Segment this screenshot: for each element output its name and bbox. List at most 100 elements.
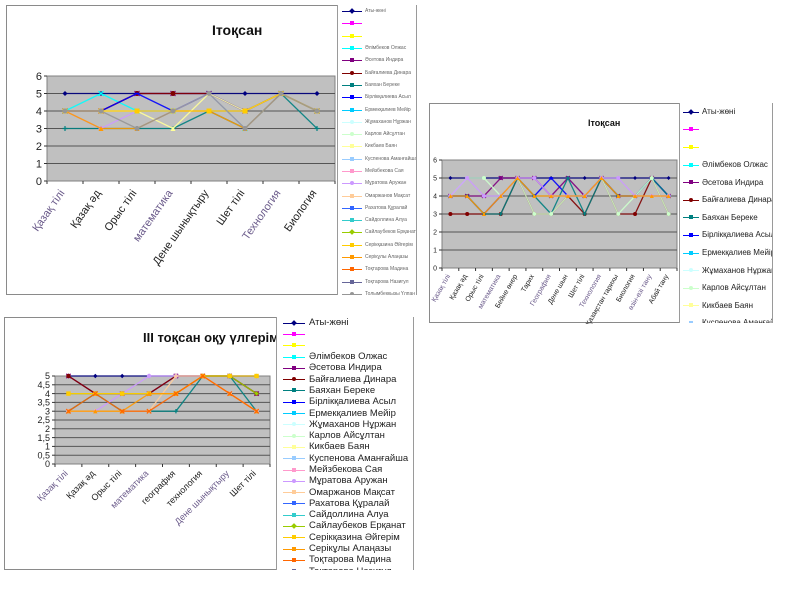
data-point — [549, 177, 554, 179]
data-point — [146, 391, 152, 396]
data-point — [92, 390, 98, 397]
legend-swatch-icon — [283, 511, 305, 519]
legend-label: Сайлаубеков Ерқанат — [365, 229, 416, 236]
y-tick-label: 2,5 — [37, 415, 50, 425]
legend-item: Аты-жөні — [680, 103, 772, 121]
legend-label: Сайлаубеков Ерқанат — [309, 520, 406, 532]
legend-label: Мұратова Аружан — [309, 475, 388, 487]
data-point — [481, 212, 486, 216]
legend-label: Серікқазина Әйгерім — [365, 241, 413, 248]
legend-label: Бірлікқалиева Асыл — [702, 230, 773, 240]
data-point — [448, 194, 453, 198]
legend-label: Ермекқалиев Мейір — [365, 106, 411, 113]
legend-label: Жұмаханов Нұржан — [365, 118, 411, 125]
legend-item: Сайдоллина Алуа — [277, 509, 413, 520]
legend-label: Сайдоллина Алуа — [365, 217, 407, 224]
y-tick-label: 4,5 — [37, 380, 50, 390]
y-tick-label: 6 — [433, 157, 437, 164]
legend-item: Байғалиева Динара — [338, 66, 416, 78]
y-tick-label: 1 — [433, 247, 437, 254]
data-point — [448, 212, 453, 216]
data-point — [119, 408, 125, 414]
chart-2-frame: Ітоқсан 0 1 2 3 4 5 6 Қазақ тілі Қазақ әд Орыс ті… — [429, 103, 679, 324]
chart-1-legend: Аты-жөні Әлімбеков Олжас Әсетова Индира Бай… — [337, 5, 417, 295]
y-tick-label: 2 — [45, 424, 50, 434]
chart-1-frame: Ітоқсан 0 1 2 3 4 5 6 Қазақ тілі Қазақ әд Орыс ті… — [6, 5, 337, 295]
legend-swatch-icon — [342, 167, 362, 175]
data-point — [173, 373, 179, 379]
legend-label: Мейзбекова Сая — [365, 168, 404, 174]
y-tick-label: 3 — [36, 123, 42, 135]
legend-label: Сайдоллина Алуа — [309, 509, 389, 521]
legend-swatch-icon — [283, 319, 305, 327]
y-tick-label: 1 — [36, 158, 42, 170]
legend-label: Мұратова Аружан — [365, 180, 407, 187]
legend-label: Рахатова Құралай — [309, 497, 390, 509]
legend-item: Карлов Айсұлтан — [277, 430, 413, 441]
legend-label: Әсетова Индира — [365, 57, 404, 64]
legend-item: Мұратова Аружан — [277, 475, 413, 486]
data-point — [253, 408, 260, 414]
legend-item: Серікұлы Алаңазы — [277, 543, 413, 554]
legend-label: Карлов Айсұлтан — [365, 131, 405, 138]
data-point — [549, 212, 554, 216]
legend-swatch-icon — [283, 330, 305, 338]
legend-item: Мейзбекова Сая — [277, 464, 413, 475]
legend-item: Аты-жөні — [277, 317, 413, 328]
data-point — [206, 91, 212, 96]
legend-swatch-icon — [283, 533, 305, 541]
data-point — [649, 176, 654, 180]
chart-3-legend: Аты-жөні Әлімбеков Олжас Әсетова Индира Бай… — [276, 317, 414, 570]
legend-label: Жұмаханов Нұржан — [702, 265, 773, 275]
legend-item: Баяхан Береке — [338, 79, 416, 91]
legend-item: Рахатова Құралай — [277, 498, 413, 509]
legend-label: Омаржанов Мақсат — [365, 192, 411, 199]
data-point — [173, 390, 179, 397]
legend-label: Баяхан Береке — [309, 384, 376, 396]
legend-item — [680, 121, 772, 139]
legend-item — [277, 328, 413, 339]
data-point — [649, 194, 654, 198]
legend-item: Баяхан Береке — [680, 209, 772, 227]
legend-label: Серікқазина Әйгерім — [309, 531, 400, 543]
data-point — [498, 212, 503, 216]
y-tick-label: 5 — [45, 371, 50, 381]
data-point — [633, 176, 638, 180]
legend-swatch-icon — [283, 409, 305, 417]
data-point — [666, 194, 671, 198]
data-point — [278, 91, 284, 96]
legend-item: Жұмаханов Нұржан — [680, 261, 772, 279]
series-line — [68, 375, 257, 412]
legend-swatch-icon — [342, 192, 362, 200]
legend-label: Омаржанов Мақсат — [309, 486, 395, 498]
legend-item: Тоқтарова Мадина — [338, 263, 416, 275]
legend-swatch-icon — [283, 477, 305, 485]
legend-item: Байғалиева Динара — [680, 191, 772, 209]
legend-item: Жұмаханов Нұржан — [277, 419, 413, 430]
x-tick-label: Технология — [240, 188, 283, 243]
legend-swatch-icon — [683, 196, 699, 204]
legend-swatch-icon — [342, 44, 362, 52]
legend-swatch-icon — [342, 216, 362, 224]
chart-2-title: Ітоқсан — [588, 118, 621, 128]
legend-item: Карлов Айсұлтан — [338, 128, 416, 140]
legend-label: Аты-жөні — [365, 8, 386, 15]
legend-swatch-icon — [683, 143, 699, 151]
data-point — [146, 408, 152, 414]
legend-item: Бірлікқалиева Асыл — [277, 396, 413, 407]
data-point — [93, 409, 98, 414]
data-point — [532, 176, 537, 180]
y-tick-label: 6 — [36, 71, 42, 83]
data-point — [666, 212, 671, 216]
legend-item: Толымбекқызы Үлпан — [338, 288, 416, 295]
y-tick-label: 5 — [36, 88, 42, 100]
legend-label: Аты-жөні — [702, 107, 736, 117]
series-10 — [62, 91, 320, 131]
legend-swatch-icon — [283, 466, 305, 474]
data-point — [465, 194, 470, 198]
data-point — [465, 176, 470, 180]
data-point — [173, 409, 179, 414]
data-point — [200, 373, 206, 379]
legend-swatch-icon — [683, 213, 699, 221]
legend-swatch-icon — [342, 142, 362, 150]
